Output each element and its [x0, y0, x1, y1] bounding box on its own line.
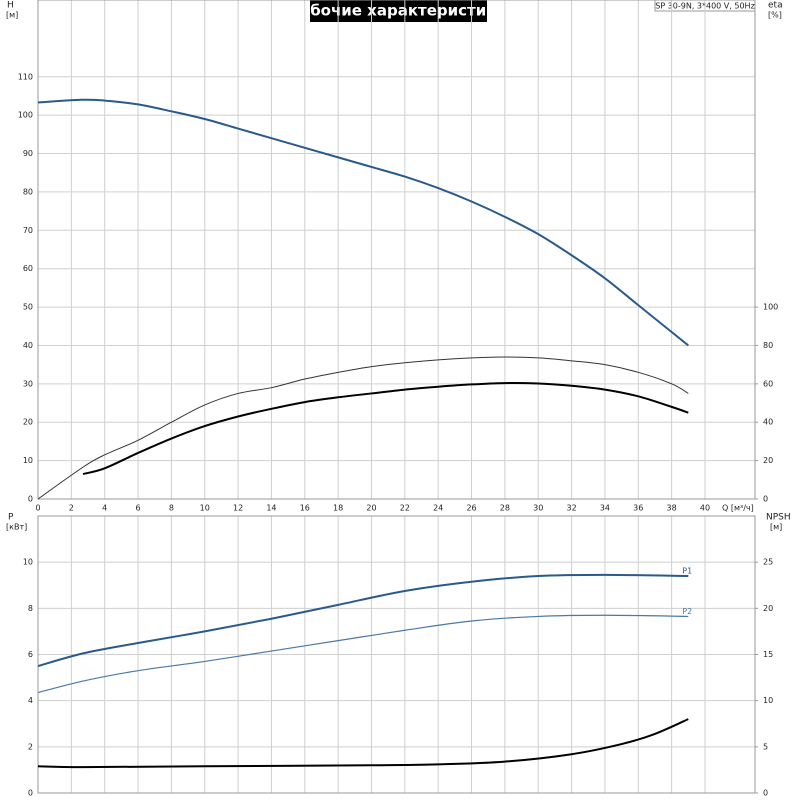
plot-frame	[37, 515, 756, 794]
y2-axis-label: eta	[768, 1, 783, 11]
y-tick-label: 10	[23, 558, 33, 567]
x-tick-label: 4	[102, 504, 107, 513]
x-tick-label: 14	[266, 504, 276, 513]
y-tick-label: 90	[23, 149, 33, 158]
x-tick-label: 38	[667, 504, 677, 513]
x-tick-label: 34	[600, 504, 610, 513]
y-tick-label: 4	[28, 696, 33, 705]
series-label: P2	[682, 607, 692, 616]
x-tick-label: 26	[466, 504, 476, 513]
x-tick-label: 22	[400, 504, 410, 513]
x-tick-label: 2	[69, 504, 74, 513]
chart-title: Рабочие характеристики	[289, 2, 507, 20]
y-tick-label: 0	[28, 789, 33, 798]
y2-axis-label: NPSH	[766, 513, 791, 523]
x-tick-label: 8	[169, 504, 174, 513]
x-tick-label: 0	[35, 504, 40, 513]
x-tick-label: 20	[366, 504, 376, 513]
x-tick-label: 32	[566, 504, 576, 513]
title-box	[310, 0, 487, 22]
series-label: P1	[682, 567, 692, 576]
y-tick-label: 110	[18, 72, 33, 81]
y-tick-label: 6	[28, 650, 33, 659]
series-line	[37, 614, 689, 694]
y-axis-unit: [кВт]	[6, 523, 27, 532]
y2-tick-label: 80	[763, 341, 773, 350]
x-tick-label: 28	[500, 504, 510, 513]
y-axis-label: P	[8, 513, 14, 523]
x-tick-label: 40	[700, 504, 710, 513]
y2-tick-label: 0	[763, 495, 768, 504]
series-line	[37, 573, 689, 668]
y2-tick-label: 60	[763, 379, 773, 388]
x-tick-label: 10	[200, 504, 210, 513]
y2-tick-label: 25	[763, 558, 773, 567]
y-tick-label: 30	[23, 379, 33, 388]
y-tick-label: 40	[23, 341, 33, 350]
plot-frame	[37, 0, 756, 500]
x-tick-label: 18	[333, 504, 343, 513]
y2-tick-label: 20	[763, 456, 773, 465]
y-tick-label: 70	[23, 226, 33, 235]
series-line	[37, 356, 689, 500]
series-line	[37, 718, 689, 769]
y-tick-label: 10	[23, 456, 33, 465]
x-tick-label: 24	[433, 504, 443, 513]
y2-tick-label: 0	[763, 789, 768, 798]
y-axis-label: H	[7, 1, 14, 11]
x-tick-label: 16	[300, 504, 310, 513]
x-tick-label: 30	[533, 504, 543, 513]
y-tick-label: 60	[23, 264, 33, 273]
y-tick-label: 50	[23, 303, 33, 312]
x-tick-label: 6	[135, 504, 140, 513]
x-axis-label: Q [м³/ч]	[722, 504, 754, 513]
y2-tick-label: 10	[763, 696, 773, 705]
x-tick-label: 36	[633, 504, 643, 513]
y2-tick-label: 5	[763, 742, 768, 751]
y-tick-label: 8	[28, 604, 33, 613]
y-tick-label: 2	[28, 742, 33, 751]
y2-axis-unit: [%]	[768, 11, 782, 20]
y2-tick-label: 15	[763, 650, 773, 659]
y-tick-label: 100	[18, 111, 33, 120]
y2-axis-unit: [м]	[770, 523, 782, 532]
y2-tick-label: 100	[763, 303, 778, 312]
y-tick-label: 0	[28, 495, 33, 504]
y2-tick-label: 40	[763, 418, 773, 427]
y-axis-unit: [м]	[6, 11, 18, 20]
x-tick-label: 12	[233, 504, 243, 513]
y2-tick-label: 20	[763, 604, 773, 613]
y-tick-label: 20	[23, 418, 33, 427]
series-line	[82, 382, 689, 476]
y-tick-label: 80	[23, 187, 33, 196]
series-line	[37, 98, 689, 347]
